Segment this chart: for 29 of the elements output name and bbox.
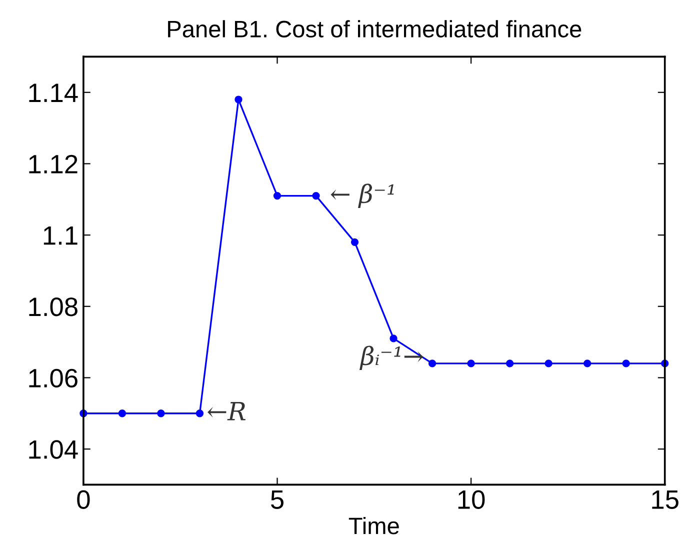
point bbox=[157, 410, 165, 418]
x-tick-label: 0 bbox=[77, 490, 90, 509]
point bbox=[118, 410, 126, 418]
x-tick-label: 5 bbox=[270, 490, 284, 509]
point bbox=[390, 334, 398, 342]
point bbox=[467, 360, 475, 368]
y-tick-label: 1.06 bbox=[29, 368, 78, 388]
point bbox=[273, 192, 282, 200]
chart-title: Panel B1. Cost of intermediated finance bbox=[168, 20, 582, 38]
y-tick-label: 1.14 bbox=[29, 84, 78, 102]
point bbox=[622, 360, 630, 368]
y-tick-label: 1.08 bbox=[29, 298, 78, 316]
point bbox=[584, 360, 592, 368]
y-tick-label: 1.1 bbox=[44, 226, 78, 245]
point bbox=[350, 238, 359, 246]
point bbox=[544, 360, 552, 368]
y-tick-label: 1.04 bbox=[29, 440, 78, 459]
y-tick-label: 1.12 bbox=[29, 154, 78, 174]
point bbox=[312, 192, 320, 200]
x-axis-title: Time bbox=[348, 516, 399, 534]
x-tick-label: 15 bbox=[652, 490, 678, 509]
annotation: βᵢ⁻¹→ bbox=[360, 346, 424, 370]
point bbox=[428, 360, 436, 368]
point bbox=[506, 360, 514, 368]
annotation: ← β⁻¹ bbox=[330, 184, 394, 208]
annotation: ←R bbox=[208, 402, 246, 420]
point bbox=[196, 410, 204, 418]
x-tick-label: 10 bbox=[458, 490, 485, 509]
point bbox=[234, 96, 242, 104]
